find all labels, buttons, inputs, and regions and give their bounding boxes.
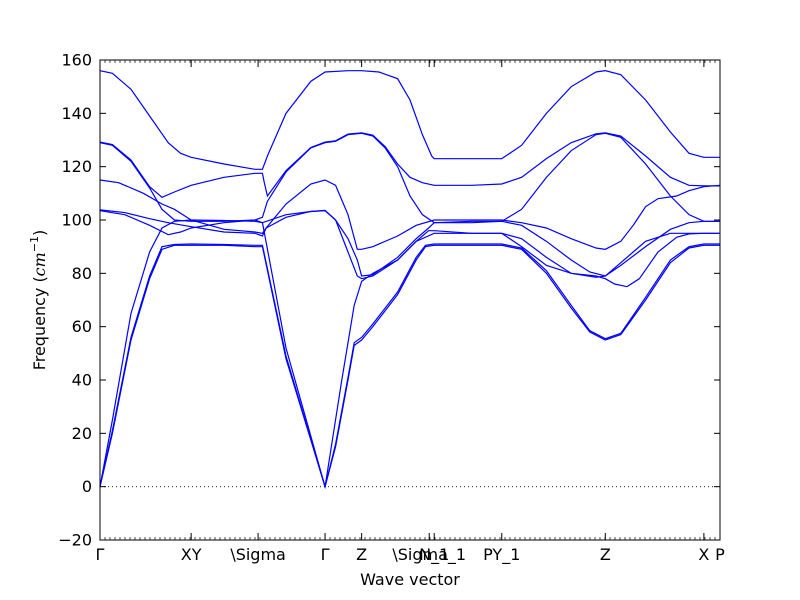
x-tick-label-1: Γ bbox=[96, 545, 105, 564]
x-tick-label-2: XY bbox=[181, 545, 202, 564]
band-lines bbox=[99, 70, 721, 489]
x-tick-label-4: Γ bbox=[321, 545, 330, 564]
band-line-6 bbox=[99, 179, 721, 250]
y-tick-label: 20 bbox=[72, 424, 92, 443]
band-line-5 bbox=[99, 209, 720, 277]
band-line-1 bbox=[99, 244, 720, 489]
band-line-8 bbox=[99, 132, 720, 199]
band-line-9 bbox=[99, 70, 720, 170]
y-tick-label: 160 bbox=[61, 51, 92, 70]
x-tick-label-7: N_1 bbox=[419, 545, 449, 565]
x-tick-label-6: \Sigma_1 bbox=[392, 545, 466, 565]
y-tick-label: 0 bbox=[82, 477, 92, 496]
x-axis-label: Wave vector bbox=[360, 570, 460, 589]
y-tick-label: 120 bbox=[61, 157, 92, 176]
x-tick-labels: Γ XY \Sigma Γ Z \Sigma_1N_1 PY_1 Z X P bbox=[96, 545, 726, 565]
y-axis-label-unit: cm bbox=[30, 252, 49, 276]
y-axis-label-suffix: ) bbox=[30, 230, 49, 236]
y-tick-label: 60 bbox=[72, 317, 92, 336]
band-line-7 bbox=[99, 132, 720, 224]
y-tick-labels: −20 0 20 40 60 80 100 120 140 160 bbox=[58, 51, 92, 550]
y-axis-label-prefix: Frequency ( bbox=[30, 276, 49, 370]
x-tick-label-10: X bbox=[698, 545, 709, 564]
x-tick-label-9: Z bbox=[600, 545, 611, 564]
x-tick-label-11: P bbox=[715, 545, 725, 564]
y-tick-label: 140 bbox=[61, 104, 92, 123]
y-tick-label: 80 bbox=[72, 264, 92, 283]
y-tick-label: 40 bbox=[72, 371, 92, 390]
y-axis-label: Frequency (cm−1) bbox=[28, 230, 49, 371]
y-tick-label: −20 bbox=[58, 531, 92, 550]
band-line-4 bbox=[99, 210, 720, 280]
x-tick-label-8: PY_1 bbox=[483, 545, 520, 565]
plot-frame bbox=[99, 59, 721, 541]
plot-area bbox=[100, 60, 720, 540]
y-tick-label: 100 bbox=[61, 211, 92, 230]
y-axis-label-exponent: −1 bbox=[28, 236, 41, 252]
x-tick-label-5: Z bbox=[356, 545, 367, 564]
x-tick-label-3: \Sigma bbox=[230, 545, 286, 564]
band-line-2 bbox=[99, 243, 720, 489]
